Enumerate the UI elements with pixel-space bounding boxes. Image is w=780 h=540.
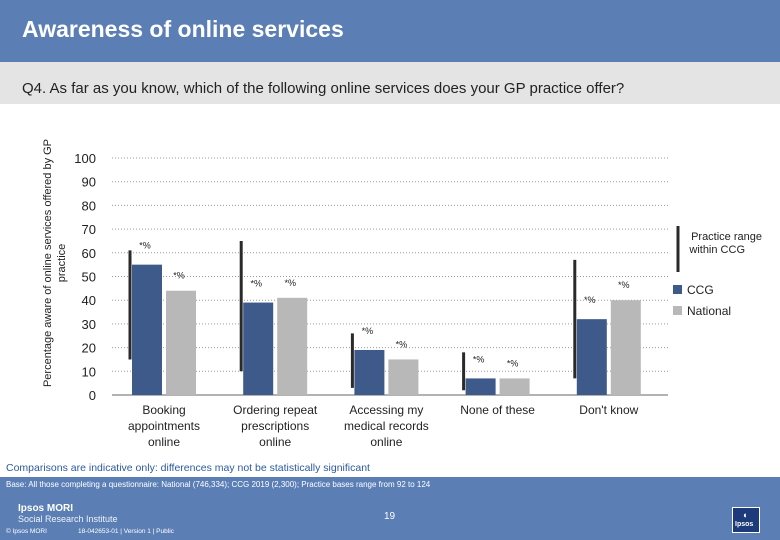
bar-ccg [354, 349, 385, 395]
legend-swatch-national [673, 306, 682, 315]
x-category-label: online [370, 435, 402, 449]
job-number: 18-042653-01 | Version 1 | Public [78, 528, 174, 535]
data-label: *% [396, 339, 408, 349]
y-tick-label: 10 [82, 364, 96, 379]
question-text: Q4. As far as you know, which of the fol… [22, 80, 625, 97]
bar-ccg [243, 302, 274, 395]
base-text: Base: All those completing a questionnai… [6, 480, 431, 489]
x-category-label: None of these [460, 403, 535, 417]
x-category-label: online [259, 435, 291, 449]
base-band: Base: All those completing a questionnai… [0, 477, 780, 495]
footer: Ipsos MORI Social Research Institute 19 … [0, 495, 780, 540]
data-label: *% [507, 358, 519, 368]
y-tick-label: 60 [82, 246, 96, 261]
legend-label-national: National [687, 304, 731, 318]
bar-chart: 0 10 20 30 40 50 60 70 80 90 100 *% *% Booking appoint… [74, 151, 762, 449]
page-title: Awareness of online services [22, 16, 344, 42]
x-category-label: appointments [128, 419, 200, 433]
comparison-note: Comparisons are indicative only: differe… [6, 462, 370, 474]
bar-national [388, 359, 419, 395]
data-label: *% [473, 354, 485, 364]
y-tick-label: 30 [82, 317, 96, 332]
ipsos-logo: ◖ Ipsos [732, 507, 760, 533]
question-band: Q4. As far as you know, which of the fol… [0, 62, 780, 104]
y-tick-label: 50 [82, 270, 96, 285]
bar-national [610, 300, 641, 395]
brand-name: Ipsos MORI [18, 503, 74, 514]
y-tick-label: 100 [74, 151, 96, 166]
data-label: *% [139, 241, 151, 251]
legend-range-label: within CCG [688, 244, 745, 256]
y-tick-label: 20 [82, 341, 96, 356]
legend-range-label: Practice range [691, 231, 762, 243]
y-tick-label: 90 [82, 175, 96, 190]
data-label: *% [284, 278, 296, 288]
data-label: *% [584, 295, 596, 305]
bar-ccg [465, 378, 496, 395]
x-category-label: Booking [142, 403, 185, 417]
x-category-label: Accessing my [349, 403, 423, 417]
logo-mark-icon: ◖ [742, 510, 748, 520]
data-label: *% [173, 271, 185, 281]
y-tick-label: 40 [82, 293, 96, 308]
header-bar: Awareness of online services [0, 0, 780, 62]
bar-national [166, 290, 196, 395]
x-category-label: online [148, 435, 180, 449]
bar-ccg [576, 319, 607, 395]
x-category-label: prescriptions [241, 419, 309, 433]
brand-logo: Ipsos MORI Social Research Institute [18, 503, 118, 525]
x-category-label: Don't know [579, 403, 638, 417]
brand-subtitle: Social Research Institute [18, 514, 118, 524]
logo-text: Ipsos [735, 521, 754, 528]
data-label: *% [250, 279, 262, 289]
y-tick-label: 0 [89, 388, 96, 403]
x-category-label: medical records [344, 419, 429, 433]
bar-ccg [132, 264, 162, 395]
data-label: *% [362, 326, 374, 336]
page-number: 19 [384, 511, 396, 522]
bar-national [499, 378, 530, 395]
x-category-label: Ordering repeat [233, 403, 318, 417]
y-tick-label: 80 [82, 198, 96, 213]
y-tick-label: 70 [82, 222, 96, 237]
legend-label-ccg: CCG [687, 283, 714, 297]
copyright: © Ipsos MORI [6, 528, 47, 535]
bar-national [277, 297, 308, 395]
legend-swatch-ccg [673, 285, 682, 294]
data-label: *% [618, 280, 630, 290]
